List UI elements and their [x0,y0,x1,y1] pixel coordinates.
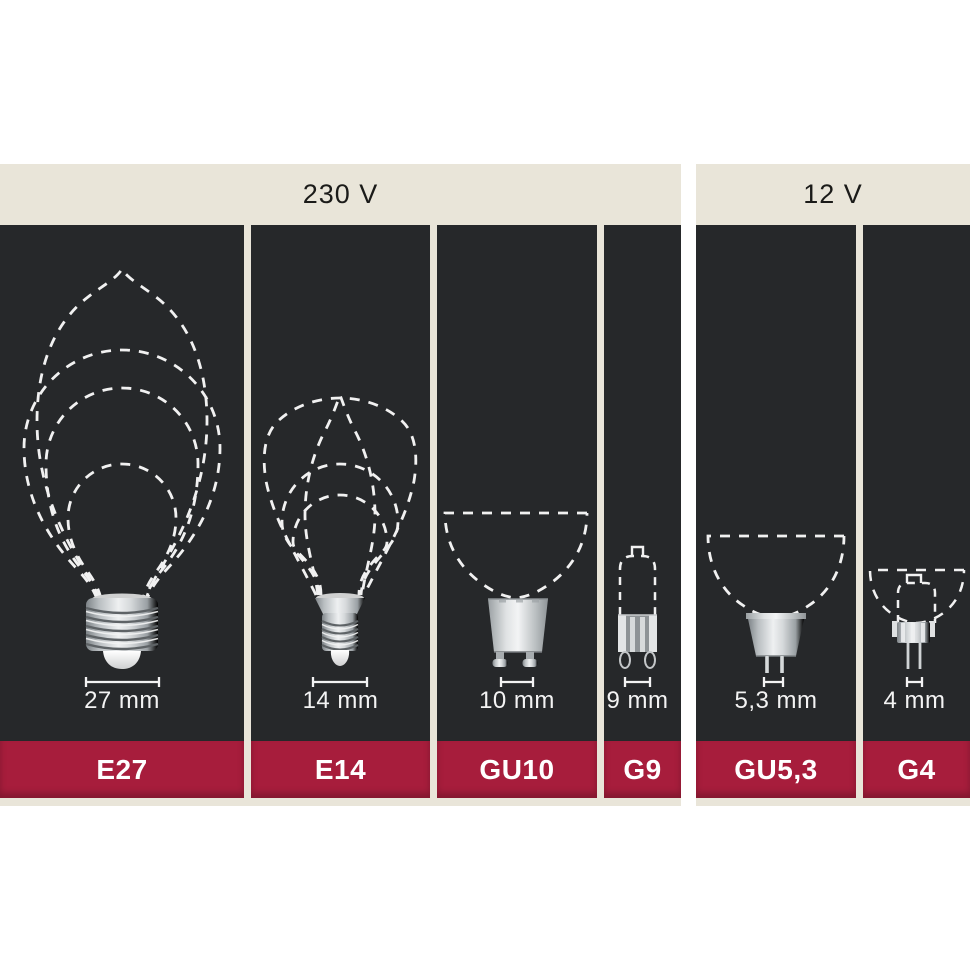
socket-name-g9: G9 [604,741,681,798]
socket-column-e14: 14 mm E14 [251,225,430,798]
g4-bulb-drawing [868,568,966,687]
bulb-panel-gu53: 5,3 mm [696,225,856,741]
gu53-measure-line [762,677,785,687]
socket-column-gu53: 5,3 mm GU5,3 [696,225,856,798]
e14-bulb-drawing [262,390,418,687]
diameter-label-g9: 9 mm [606,687,669,714]
socket-name-gu10: GU10 [437,741,597,798]
g9-bulb-drawing [618,545,657,687]
bulb-panel-g4: 4 mm [863,225,970,741]
diameter-label-gu10: 10 mm [479,687,555,714]
socket-column-g4: 4 mm G4 [863,225,970,798]
columns-230v: 27 mm E27 [0,225,681,798]
e27-globe95-outline [44,386,200,618]
diameter-label-g4: 4 mm [883,687,946,714]
gu10-bulb-drawing [443,511,589,687]
e14-drop-outline [262,396,418,596]
g4-capsule-tab [905,573,923,583]
e27-screw-base [85,593,159,669]
diameter-label-e27: 27 mm [84,687,160,714]
g4-measure-line [905,677,924,687]
voltage-label-230v: 230 V [302,179,379,209]
e27-bulb-drawing [22,266,222,687]
e14-screw-base [315,593,365,666]
gu10-base [488,598,548,667]
g4-base [892,621,935,669]
e14-measure-line [311,677,369,687]
g4-capsule-outline [896,581,937,623]
voltage-group-12v: 12 V 5,3 mm [696,164,970,806]
bulb-panel-e27: 27 mm [0,225,244,741]
e27-a60-outline [66,462,178,618]
bulb-panel-gu10: 10 mm [437,225,597,741]
columns-12v: 5,3 mm GU5,3 [696,225,970,798]
diameter-label-e14: 14 mm [302,687,379,714]
socket-column-g9: 9 mm G9 [604,225,681,798]
e14-round-bulb-outline [291,493,389,596]
voltage-label-12v: 12 V [803,179,863,209]
socket-column-gu10: 10 mm GU10 [437,225,597,798]
gu53-base [746,613,806,673]
g9-capsule-outline [618,554,657,615]
socket-name-gu53: GU5,3 [696,741,856,798]
socket-column-e27: 27 mm E27 [0,225,244,798]
socket-name-e27: E27 [0,741,244,798]
gu53-reflector-outline [706,534,846,620]
socket-name-g4: G4 [863,741,970,798]
g9-base [618,614,657,669]
e27-measure-line [84,677,161,687]
gu10-reflector-outline [443,511,589,600]
bulb-panel-g9: 9 mm [604,225,681,741]
bulb-panel-e14: 14 mm [251,225,430,741]
e14-globe-outline [280,462,400,596]
g9-capsule-tab [630,545,645,556]
gu53-bulb-drawing [706,534,846,687]
diameter-label-gu53: 5,3 mm [734,687,818,714]
e14-candle-outline [303,390,377,596]
g9-measure-line [623,677,652,687]
voltage-group-230v: 230 V [0,164,681,806]
e27-pear-bulb-outline [35,266,209,618]
socket-name-e14: E14 [251,741,430,798]
e27-globe125-outline [22,348,222,618]
gu10-measure-line [499,677,535,687]
g4-reflector-outline [868,568,966,625]
